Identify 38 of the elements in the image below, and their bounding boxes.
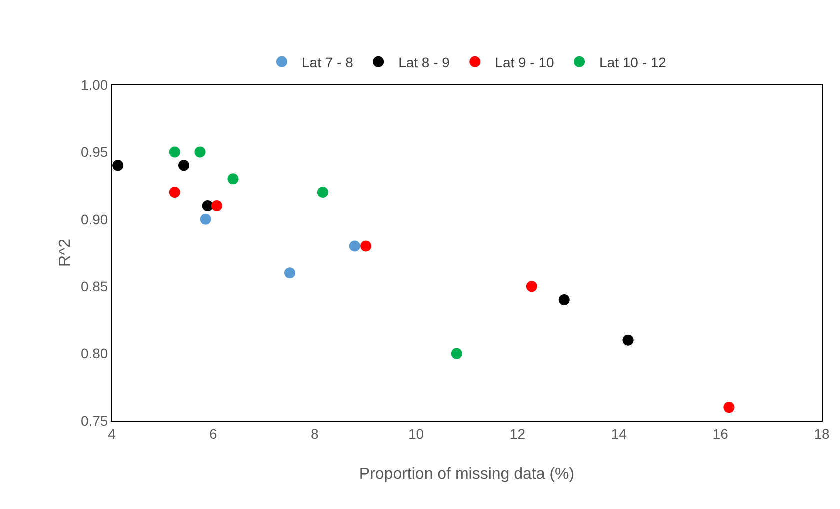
legend-label: Lat 9 - 10	[495, 54, 555, 70]
x-tick-label: 4	[108, 426, 116, 442]
point	[451, 348, 462, 360]
point	[317, 187, 328, 198]
point	[724, 402, 735, 414]
point	[211, 200, 222, 212]
x-tick-label: 14	[611, 426, 628, 442]
x-tick-label: 10	[408, 426, 424, 442]
point	[169, 187, 180, 198]
point	[526, 281, 538, 292]
y-tick-label: 0.95	[80, 144, 108, 160]
point	[349, 240, 360, 252]
point	[178, 160, 190, 172]
point	[360, 240, 372, 252]
y-tick-label: 0.75	[80, 412, 108, 429]
x-tick-label: 18	[814, 426, 830, 442]
y-tick-label: 0.85	[80, 278, 108, 294]
point	[202, 200, 214, 212]
x-tick-label: 8	[310, 426, 319, 442]
x-tick-label: 6	[210, 426, 218, 442]
point	[112, 160, 124, 172]
y-axis-title: R^2	[57, 238, 74, 267]
legend-label: Lat 8 - 9	[398, 54, 450, 70]
x-tick-label: 16	[712, 426, 729, 442]
point	[200, 214, 212, 225]
point	[558, 294, 570, 306]
y-tick-label: 0.90	[80, 211, 108, 228]
point	[169, 146, 180, 158]
legend-label: Lat 7 - 8	[302, 54, 354, 70]
y-tick-label: 1.00	[80, 76, 108, 93]
point	[284, 268, 296, 279]
x-tick-label: 12	[510, 426, 526, 442]
y-tick-label: 0.80	[80, 346, 108, 362]
point	[194, 146, 206, 158]
x-axis-title: Proportion of missing data (%)	[359, 466, 575, 483]
point	[228, 174, 239, 185]
point	[622, 334, 634, 346]
legend-label: Lat 10 - 12	[600, 54, 667, 70]
